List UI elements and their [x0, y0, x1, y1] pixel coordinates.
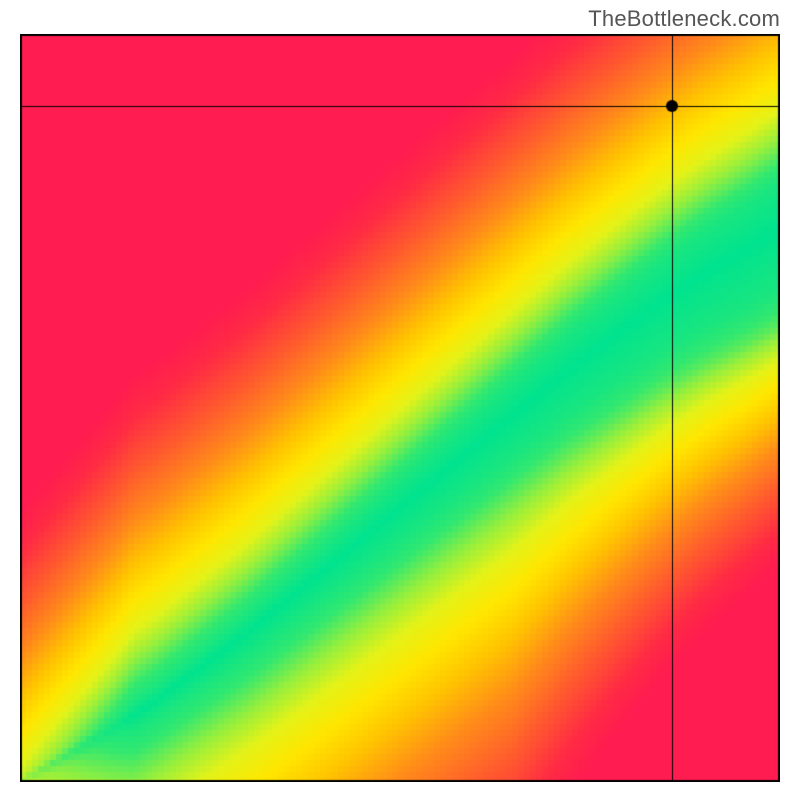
watermark-text: TheBottleneck.com: [588, 6, 780, 32]
bottleneck-heatmap: [20, 34, 780, 782]
